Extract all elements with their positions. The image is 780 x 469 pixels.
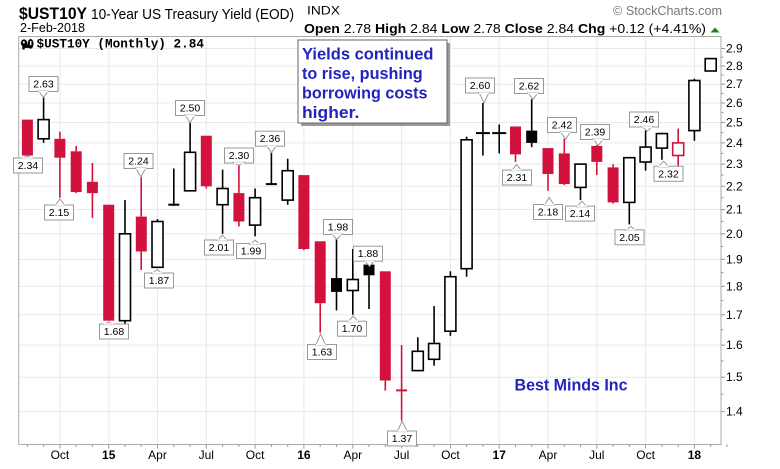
svg-text:2.3: 2.3: [726, 157, 743, 171]
svg-text:Apr: Apr: [148, 448, 167, 462]
svg-text:2-Feb-2018: 2-Feb-2018: [20, 21, 85, 35]
svg-text:2.5: 2.5: [726, 116, 743, 130]
svg-text:2.14: 2.14: [570, 208, 591, 220]
svg-text:1.37: 1.37: [392, 433, 413, 445]
svg-text:1.7: 1.7: [726, 308, 743, 322]
svg-text:higher.: higher.: [302, 103, 359, 122]
svg-text:2.6: 2.6: [726, 96, 743, 110]
svg-text:Apr: Apr: [539, 448, 558, 462]
svg-text:2.34: 2.34: [18, 160, 39, 172]
svg-text:1.88: 1.88: [358, 248, 379, 260]
svg-text:2.63: 2.63: [33, 79, 54, 91]
svg-text:1.70: 1.70: [342, 323, 363, 335]
svg-text:1.68: 1.68: [104, 326, 125, 338]
svg-text:2.01: 2.01: [209, 242, 230, 254]
svg-text:2.7: 2.7: [726, 77, 743, 91]
svg-text:1.6: 1.6: [726, 338, 743, 352]
svg-text:2.4: 2.4: [726, 136, 743, 150]
svg-text:$UST10Y (Monthly) 2.84: $UST10Y (Monthly) 2.84: [37, 37, 205, 52]
svg-text:Jul: Jul: [199, 448, 214, 462]
svg-text:15: 15: [102, 448, 116, 462]
svg-text:2.30: 2.30: [229, 150, 250, 162]
svg-text:Oct: Oct: [636, 448, 655, 462]
svg-text:© StockCharts.com: © StockCharts.com: [613, 3, 722, 18]
svg-text:2.05: 2.05: [619, 232, 640, 244]
svg-text:Oct: Oct: [441, 448, 460, 462]
svg-text:2.62: 2.62: [519, 81, 540, 93]
svg-text:2.31: 2.31: [507, 172, 528, 184]
svg-text:2.2: 2.2: [726, 179, 743, 193]
svg-text:2.50: 2.50: [180, 103, 201, 115]
svg-text:Oct: Oct: [51, 448, 70, 462]
svg-text:Open 2.78 High 2.84 Low 2.78: Open 2.78 High 2.84 Low 2.78 Close 2.84 …: [304, 21, 706, 36]
svg-text:2.9: 2.9: [726, 42, 743, 56]
svg-text:2.42: 2.42: [552, 120, 573, 132]
svg-text:1.98: 1.98: [328, 222, 349, 234]
svg-text:2.1: 2.1: [726, 203, 743, 217]
svg-text:18: 18: [688, 448, 702, 462]
svg-text:2.15: 2.15: [49, 207, 70, 219]
svg-text:2.18: 2.18: [538, 207, 559, 219]
svg-text:17: 17: [493, 448, 507, 462]
svg-text:2.46: 2.46: [634, 114, 655, 126]
svg-text:2.32: 2.32: [658, 168, 679, 180]
svg-text:1.9: 1.9: [726, 252, 743, 266]
svg-text:Oct: Oct: [246, 448, 265, 462]
svg-text:INDX: INDX: [307, 6, 340, 18]
svg-text:Apr: Apr: [343, 448, 362, 462]
svg-text:1.5: 1.5: [726, 370, 743, 384]
svg-text:2.0: 2.0: [726, 227, 743, 241]
svg-text:Jul: Jul: [589, 448, 604, 462]
svg-text:16: 16: [297, 448, 311, 462]
svg-text:1.4: 1.4: [726, 405, 743, 419]
svg-text:$UST10Y: $UST10Y: [19, 4, 88, 23]
svg-text:Jul: Jul: [394, 448, 409, 462]
svg-text:Yields continued: Yields continued: [302, 45, 434, 64]
svg-text:borrowing costs: borrowing costs: [302, 84, 428, 103]
svg-text:1.63: 1.63: [312, 347, 333, 359]
svg-text:2.24: 2.24: [128, 156, 149, 168]
svg-text:10-Year US Treasury Yield (EOD: 10-Year US Treasury Yield (EOD): [91, 7, 294, 23]
svg-text:to rise, pushing: to rise, pushing: [302, 64, 423, 83]
svg-text:Best Minds Inc: Best Minds Inc: [515, 377, 628, 395]
svg-text:1.87: 1.87: [149, 275, 170, 287]
svg-text:1.8: 1.8: [726, 279, 743, 293]
svg-text:2.60: 2.60: [470, 80, 491, 92]
svg-text:1.99: 1.99: [241, 246, 262, 258]
svg-text:2.8: 2.8: [726, 59, 743, 73]
svg-text:2.39: 2.39: [585, 127, 606, 139]
svg-text:2.36: 2.36: [260, 133, 281, 145]
